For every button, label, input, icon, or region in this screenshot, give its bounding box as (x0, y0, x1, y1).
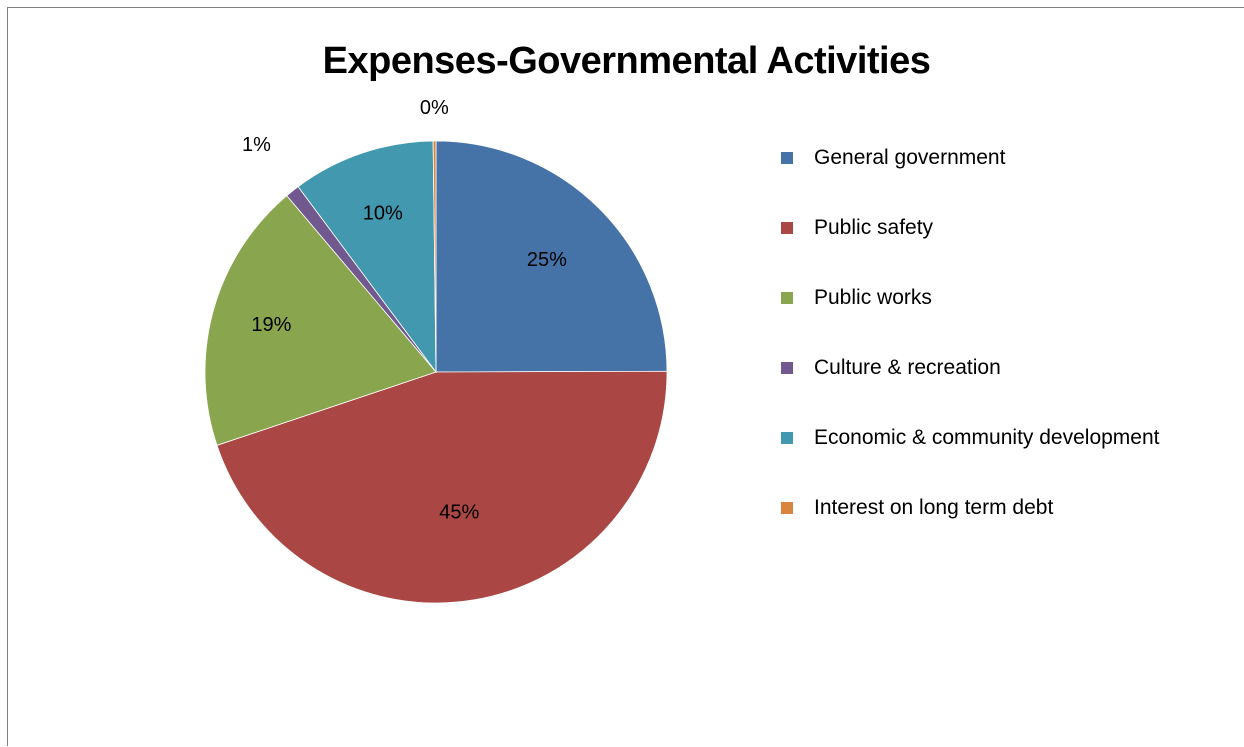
legend-swatch (781, 152, 793, 164)
legend-swatch (781, 502, 793, 514)
legend-item: Public safety (781, 193, 1160, 263)
legend-item: Culture & recreation (781, 333, 1160, 403)
legend-item: Economic & community development (781, 403, 1160, 473)
legend-swatch (781, 362, 793, 374)
legend-label: Public safety (814, 216, 934, 239)
data-label-interest-on-long-term-debt: 0% (420, 97, 449, 119)
data-label-public-works: 19% (251, 314, 291, 336)
pie-slice-economic-community-development (297, 140, 437, 374)
legend-swatch (781, 432, 793, 444)
chart-title: Expenses-Governmental Activities (322, 40, 931, 82)
legend-label: General government (814, 146, 1006, 169)
legend-item: Interest on long term debt (781, 473, 1160, 543)
data-label-economic-community-development: 10% (363, 203, 403, 225)
legend-swatch (781, 292, 793, 304)
chart-area: Expenses-Governmental Activities 25% 45% 1… (7, 7, 1244, 746)
data-label-general-government: 25% (527, 249, 567, 271)
pie-slice-public-safety (216, 370, 668, 604)
legend-label: Interest on long term debt (814, 496, 1054, 519)
data-label-culture-recreation: 1% (242, 134, 271, 156)
pie-chart: 25% 45% 19% 1% 10% 0% (204, 97, 668, 604)
legend: General government Public safety Public wo… (781, 145, 1160, 565)
legend-item: Public works (781, 263, 1160, 333)
pie-slice-interest-on-long-term-debt (432, 140, 437, 373)
legend-label: Economic & community development (814, 426, 1160, 449)
legend-label: Public works (814, 286, 932, 309)
legend-swatch (781, 222, 793, 234)
legend-label: Culture & recreation (814, 356, 1001, 379)
legend-item: General government (781, 123, 1160, 193)
data-label-public-safety: 45% (439, 502, 479, 524)
pie-slice-general-government (435, 140, 668, 373)
pie-slice-public-works (204, 195, 437, 446)
